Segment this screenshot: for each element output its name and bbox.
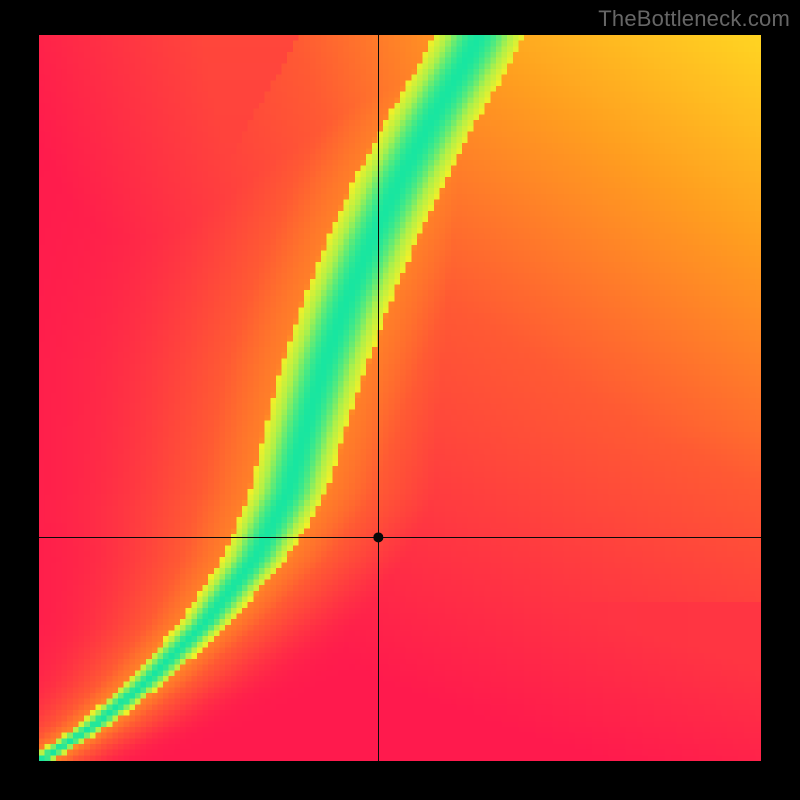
- watermark-text: TheBottleneck.com: [598, 6, 790, 32]
- overlay-canvas: [0, 0, 800, 800]
